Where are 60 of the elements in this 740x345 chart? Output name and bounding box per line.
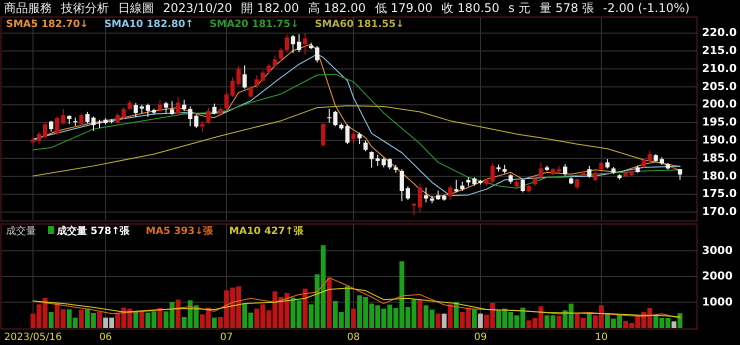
- bar: [472, 310, 477, 328]
- bar: [556, 316, 562, 328]
- bar: [78, 310, 84, 328]
- text: MA5 393↓張: [146, 225, 214, 237]
- text: s 元: [508, 1, 530, 15]
- y-tick-label: 170.0: [702, 205, 738, 218]
- x-tick-label: 07: [220, 332, 233, 343]
- text: SMA20 181.75↓: [210, 19, 299, 30]
- bar: [436, 314, 441, 328]
- bar: [176, 300, 181, 328]
- line-series: [32, 277, 680, 318]
- y-tick-label: 200.0: [702, 98, 738, 111]
- text: SMA5 182.70↓: [6, 19, 88, 30]
- legend-label: 成交量 578↑張: [56, 225, 131, 237]
- x-tick-label: 08: [347, 332, 360, 343]
- text: 2023/10/20: [163, 1, 232, 15]
- bar: [678, 313, 682, 328]
- bar: [48, 312, 54, 328]
- bar: [672, 321, 676, 328]
- text: SMA60 181.55↓: [314, 19, 404, 30]
- text: SMA10 182.80↑: [104, 19, 194, 30]
- text: 開 182.00: [241, 1, 299, 15]
- y-tick-label: 220.0: [702, 26, 738, 40]
- text: 收 180.50: [442, 1, 500, 15]
- bar: [133, 312, 138, 328]
- bar: [418, 300, 422, 328]
- bar: [442, 314, 447, 328]
- bar: [97, 312, 102, 328]
- y-tick-label: 2000: [702, 270, 733, 283]
- y-tick-label: 3000: [702, 244, 733, 257]
- y-tick-label: 190.0: [702, 134, 738, 147]
- y-tick-label: 205.0: [702, 80, 738, 93]
- x-tick-label: 09: [474, 332, 487, 343]
- y-tick-label: 180.0: [702, 169, 738, 182]
- text: 量 578 張: [540, 1, 594, 15]
- text: 高 182.00: [308, 1, 366, 15]
- bar: [212, 318, 217, 328]
- line-series: [32, 288, 680, 318]
- y-tick-label: 175.0: [702, 187, 738, 200]
- text: 技術分析: [60, 1, 109, 15]
- bar: [586, 314, 592, 328]
- chart-title: 成交量: [6, 225, 36, 237]
- bar: [302, 288, 308, 328]
- text: MA10 427↑張: [229, 225, 304, 237]
- text: 日線圖: [118, 1, 154, 15]
- y-tick-label: 185.0: [702, 151, 738, 164]
- y-tick-label: 210.0: [702, 62, 738, 75]
- text: 商品服務: [4, 1, 52, 15]
- y-tick-label: 195.0: [702, 116, 738, 129]
- text: 低 179.00: [374, 1, 433, 15]
- text: -2.00 (-1.10%): [603, 1, 690, 15]
- bar: [351, 308, 356, 328]
- y-tick-label: 215.0: [702, 44, 738, 58]
- x-tick-label: 10: [595, 332, 608, 343]
- bar: [158, 308, 162, 328]
- bar: [478, 314, 483, 328]
- bar: [139, 310, 144, 328]
- x-tick-label: 06: [99, 332, 112, 343]
- x-tick-label: 2023/05/16: [4, 332, 62, 343]
- y-tick-label: 1000: [702, 295, 733, 308]
